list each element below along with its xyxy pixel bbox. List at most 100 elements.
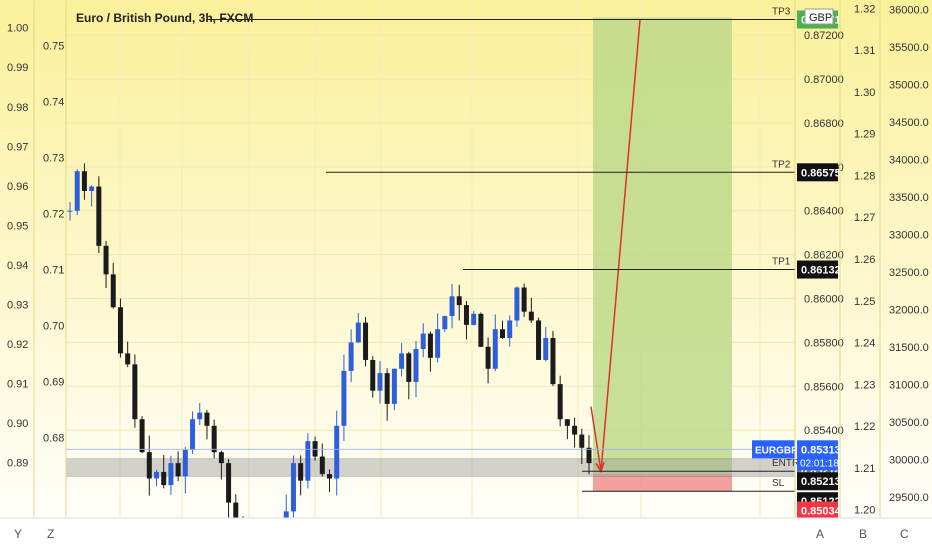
- candle-body: [406, 353, 412, 382]
- entry-price-badge-text: 0.85213: [801, 476, 841, 488]
- candle-body: [521, 287, 527, 312]
- axis-b-tick-label: 33500.0: [889, 192, 929, 204]
- candle-body: [442, 316, 448, 330]
- axis-a-tick-label: 1.25: [854, 296, 875, 308]
- candle: [564, 419, 570, 440]
- left-axis-2-tick-label: 0.70: [43, 320, 64, 332]
- candle: [399, 343, 405, 377]
- candle: [435, 313, 441, 363]
- candle: [406, 351, 412, 400]
- candle-body: [348, 342, 354, 371]
- candle: [197, 403, 203, 426]
- tp1-price-badge: [797, 260, 838, 279]
- axis-b-tick-label: 30500.0: [889, 417, 929, 429]
- bottom-toolbar: [0, 518, 932, 550]
- axis-a-tick-label: 1.20: [854, 505, 875, 517]
- axis-a-tick-label: 1.32: [854, 3, 875, 15]
- candle: [305, 433, 311, 489]
- axis-b-tick-label: 34000.0: [889, 155, 929, 167]
- candle-body: [233, 502, 239, 527]
- candle: [478, 312, 484, 348]
- candle: [190, 411, 196, 455]
- symbol-badge-text: EURGBP: [755, 445, 798, 456]
- left-axis-2-tick-label: 0.72: [43, 208, 64, 220]
- axis-b-tick-label: 30000.0: [889, 455, 929, 467]
- candle-body: [211, 425, 217, 453]
- key-b-button[interactable]: B: [859, 527, 867, 541]
- candle-body: [550, 338, 556, 385]
- candle-body: [586, 447, 592, 464]
- candle: [557, 375, 563, 427]
- tp2-price-badge-text: 0.86575: [801, 167, 841, 179]
- candle: [355, 312, 361, 343]
- left-axis-1-tick-label: 0.92: [7, 339, 28, 351]
- left-axis-1-tick-label: 0.98: [7, 102, 28, 114]
- axis-b-tick-label: 36000.0: [889, 5, 929, 17]
- candle: [536, 317, 542, 360]
- candle: [377, 361, 383, 404]
- candle-body: [471, 313, 477, 325]
- candle-body: [427, 333, 433, 358]
- symbol-badge: [752, 440, 795, 459]
- candle-body: [161, 471, 167, 486]
- candle: [341, 354, 347, 441]
- tp1-price-badge-text: 0.86132: [801, 265, 841, 277]
- candle: [226, 458, 232, 519]
- left-axis-2-tick-label: 0.75: [43, 40, 64, 52]
- candle-body: [413, 348, 419, 382]
- low-price-badge-text: 0.85034: [801, 506, 842, 518]
- candle-body: [500, 329, 505, 339]
- candle: [572, 417, 578, 448]
- candle-body: [492, 329, 498, 369]
- candle: [132, 354, 138, 428]
- price-tick-label: 0.87000: [804, 74, 844, 86]
- candle-body: [536, 320, 542, 360]
- key-c-button[interactable]: C: [900, 527, 909, 541]
- left-axis-1-tick-label: 0.99: [7, 62, 28, 74]
- candle: [427, 331, 433, 372]
- countdown-text: 02:01:18: [800, 458, 839, 469]
- target-zone: [593, 17, 732, 475]
- candle-body: [139, 419, 145, 453]
- key-a-button[interactable]: A: [816, 527, 824, 541]
- candle-body: [478, 313, 484, 347]
- current-price-badge: [797, 440, 838, 471]
- candle: [146, 435, 152, 496]
- candle: [218, 450, 224, 480]
- candle: [492, 314, 498, 372]
- candle: [211, 419, 217, 459]
- candle-body: [319, 456, 325, 475]
- tp2-price-badge: [797, 163, 838, 182]
- candle-body: [305, 441, 311, 481]
- candle: [442, 315, 448, 332]
- entry-price-badge: [797, 472, 838, 491]
- candle: [204, 409, 210, 440]
- candle-body: [125, 353, 131, 365]
- candle-body: [67, 210, 73, 212]
- candle-body: [435, 329, 441, 358]
- left-axis-1-tick-label: 1.00: [7, 23, 28, 35]
- candle-body: [334, 425, 340, 479]
- price-tick-label: 0.85600: [804, 381, 844, 393]
- candle: [96, 176, 102, 254]
- candle-body: [449, 296, 455, 317]
- key-z-button[interactable]: Z: [47, 527, 54, 541]
- axis-b-tick-label: 29500.0: [889, 492, 929, 504]
- candle-body: [557, 384, 563, 420]
- candle-body: [175, 463, 181, 477]
- candle: [586, 435, 592, 475]
- axis-a-tick-label: 1.31: [854, 45, 875, 57]
- candle: [154, 469, 159, 487]
- price-tick-label: 0.86800: [804, 118, 844, 130]
- candle-body: [226, 463, 232, 503]
- candle-body: [298, 463, 304, 481]
- axis-b-tick-label: 31500.0: [889, 342, 929, 354]
- candle: [579, 428, 585, 465]
- axis-b-tick-label: 34500.0: [889, 117, 929, 129]
- axis-a-tick-label: 1.26: [854, 254, 875, 266]
- axis-a-tick-label: 1.29: [854, 129, 875, 141]
- key-y-button[interactable]: Y: [14, 527, 22, 541]
- candle: [182, 446, 188, 494]
- price-tick-label: 0.87200: [804, 30, 844, 42]
